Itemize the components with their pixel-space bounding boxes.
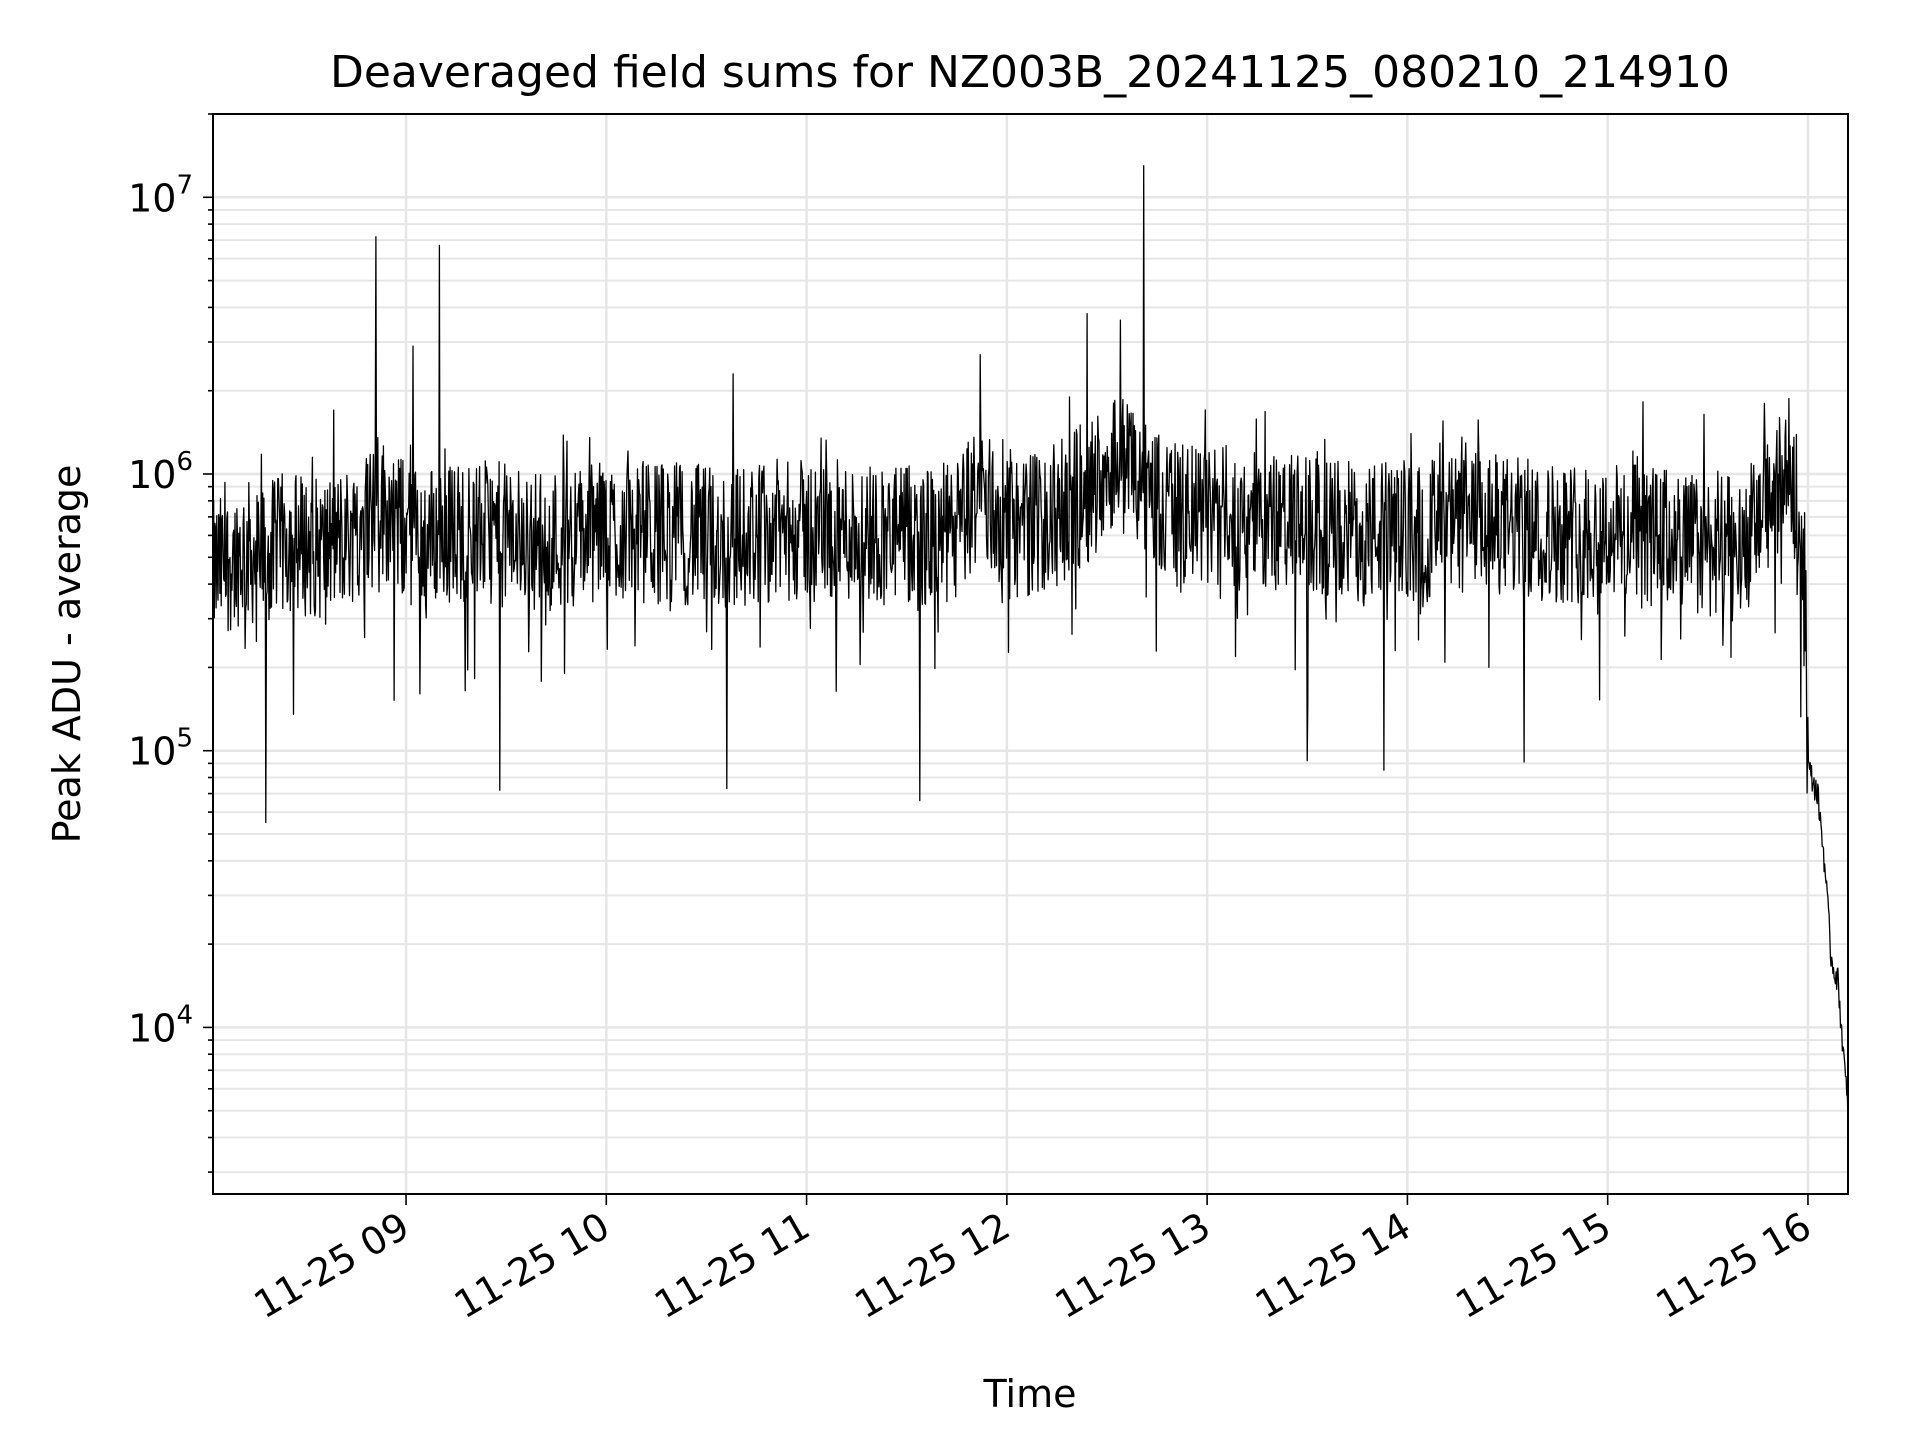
y-tick-label: 106 [128, 447, 193, 497]
y-tick-label: 104 [128, 1000, 193, 1050]
series-line [212, 165, 1849, 1125]
y-axis-label: Peak ADU - average [45, 465, 89, 844]
plot-frame [212, 113, 1849, 1195]
y-tick-label: 107 [128, 170, 193, 220]
y-tick-label: 105 [128, 724, 193, 774]
data-line-layer [212, 165, 1849, 1125]
chart-title: Deaveraged field sums for NZ003B_2024112… [330, 47, 1730, 98]
x-axis-label: Time [983, 1372, 1077, 1416]
